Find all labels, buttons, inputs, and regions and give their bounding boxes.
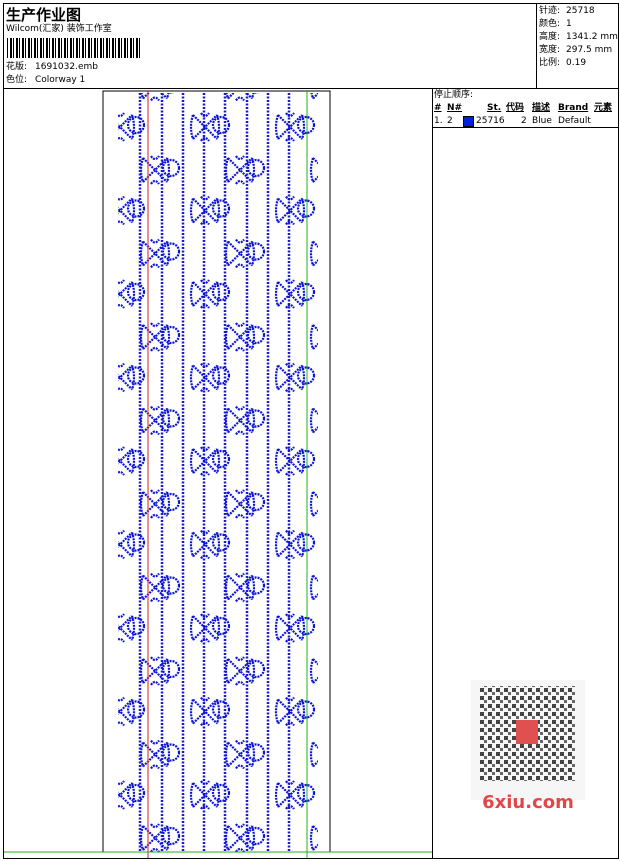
- divider: [432, 88, 433, 858]
- cell: 2: [521, 116, 527, 126]
- cell: 1.: [434, 116, 443, 126]
- col-header: N#: [447, 103, 463, 113]
- colorway-label: 色位:: [6, 75, 28, 85]
- studio: Wilcom(汇家) 装饰工作室: [6, 24, 112, 34]
- info-label: 高度:: [539, 32, 561, 42]
- info-value: 25718: [566, 6, 595, 16]
- color-swatch: [463, 116, 474, 127]
- info-value: 1: [566, 19, 572, 29]
- qr-logo: [516, 720, 538, 744]
- info-value: 1341.2 mm: [566, 32, 618, 42]
- col-header: #: [434, 103, 442, 113]
- col-header: 元素: [594, 103, 613, 113]
- divider: [536, 3, 537, 88]
- motifs: [118, 93, 318, 852]
- watermark: 6xiu.com: [482, 792, 574, 813]
- cell: 25716: [476, 116, 505, 126]
- info-value: 0.19: [566, 58, 587, 68]
- info-label: 比例:: [539, 58, 561, 68]
- divider: [3, 88, 618, 89]
- stop-title: 停止顺序:: [434, 90, 474, 100]
- divider: [432, 127, 618, 128]
- info-label: 宽度:: [539, 45, 561, 55]
- cell: Default: [558, 116, 591, 126]
- barcode: [7, 38, 140, 58]
- col-header: St.: [487, 103, 502, 113]
- colorway: Colorway 1: [35, 75, 86, 85]
- design: 1691032.emb: [35, 62, 98, 72]
- info-label: 颜色:: [539, 19, 561, 29]
- col-header: 描述: [532, 103, 551, 113]
- design-label: 花版:: [6, 62, 28, 72]
- title: 生产作业图: [6, 6, 82, 24]
- info-label: 针迹:: [539, 6, 561, 16]
- col-header: 代码: [506, 103, 525, 113]
- col-header: Brand: [558, 103, 589, 113]
- info-value: 297.5 mm: [566, 45, 613, 55]
- cell: Blue: [532, 116, 552, 126]
- frame: [3, 3, 619, 859]
- cell: 2: [447, 116, 453, 126]
